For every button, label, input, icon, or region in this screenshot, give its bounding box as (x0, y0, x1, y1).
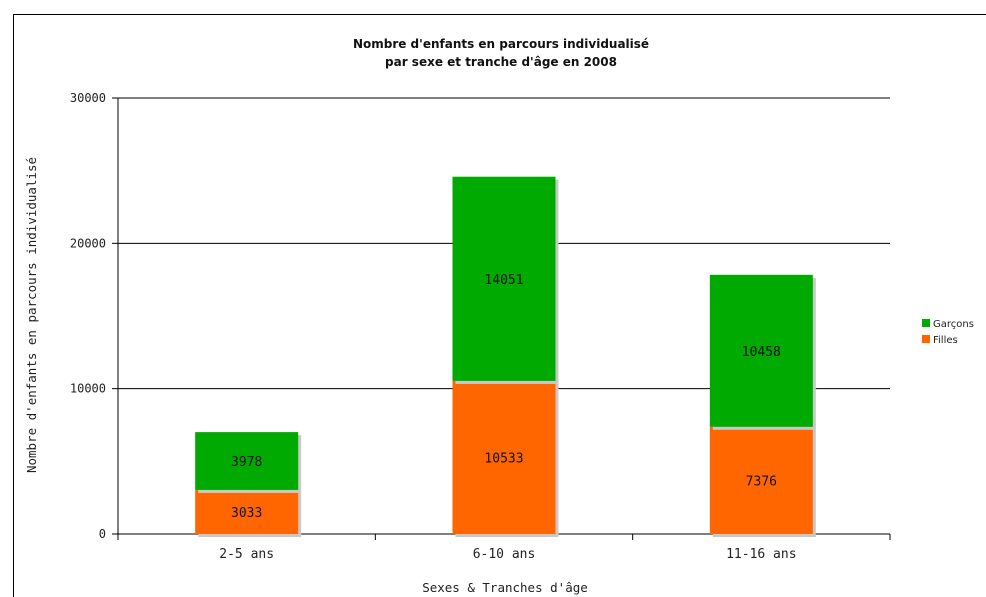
y-tick-label: 30000 (70, 91, 106, 105)
y-axis-label: Nombre d'enfants en parcours individuali… (24, 157, 39, 473)
x-category-label: 11-16 ans (726, 547, 796, 562)
x-category-label: 6-10 ans (473, 547, 536, 562)
chart-title-line-2: par sexe et tranche d'âge en 2008 (385, 55, 617, 69)
y-tick-label: 20000 (70, 236, 106, 250)
bar-filles-2 (709, 426, 813, 534)
data-label: 10533 (484, 451, 523, 466)
x-category-labels: 2-5 ans 6-10 ans 11-16 ans (219, 547, 796, 562)
data-label: 14051 (484, 273, 523, 288)
bar-garons-1 (452, 176, 556, 381)
bar-filles-1 (452, 380, 556, 534)
y-tick-label: 0 (99, 527, 106, 541)
bar-garons-0 (195, 432, 299, 490)
bar-garons-2 (709, 274, 813, 427)
legend: Garçons Filles (922, 319, 974, 346)
legend-swatch-filles (922, 335, 930, 343)
legend-label: Garçons (933, 319, 974, 330)
data-label: 3978 (231, 455, 262, 470)
data-label: 7376 (746, 474, 777, 489)
chart-title-line-1: Nombre d'enfants en parcours individuali… (353, 37, 649, 51)
legend-swatch-garons (922, 319, 930, 327)
bars: 3033 3978 10533 14051 7376 10458 (195, 176, 816, 537)
data-label: 10458 (742, 345, 781, 360)
bar-filles-0 (195, 489, 299, 534)
y-tick-label: 10000 (70, 382, 106, 396)
x-category-label: 2-5 ans (219, 547, 274, 562)
x-axis-label: Sexes & Tranches d'âge (422, 580, 588, 595)
legend-label: Filles (933, 335, 958, 346)
y-tick-labels: 0 10000 20000 30000 (70, 91, 106, 541)
chart-frame (13, 14, 986, 597)
data-label: 3033 (231, 506, 262, 521)
